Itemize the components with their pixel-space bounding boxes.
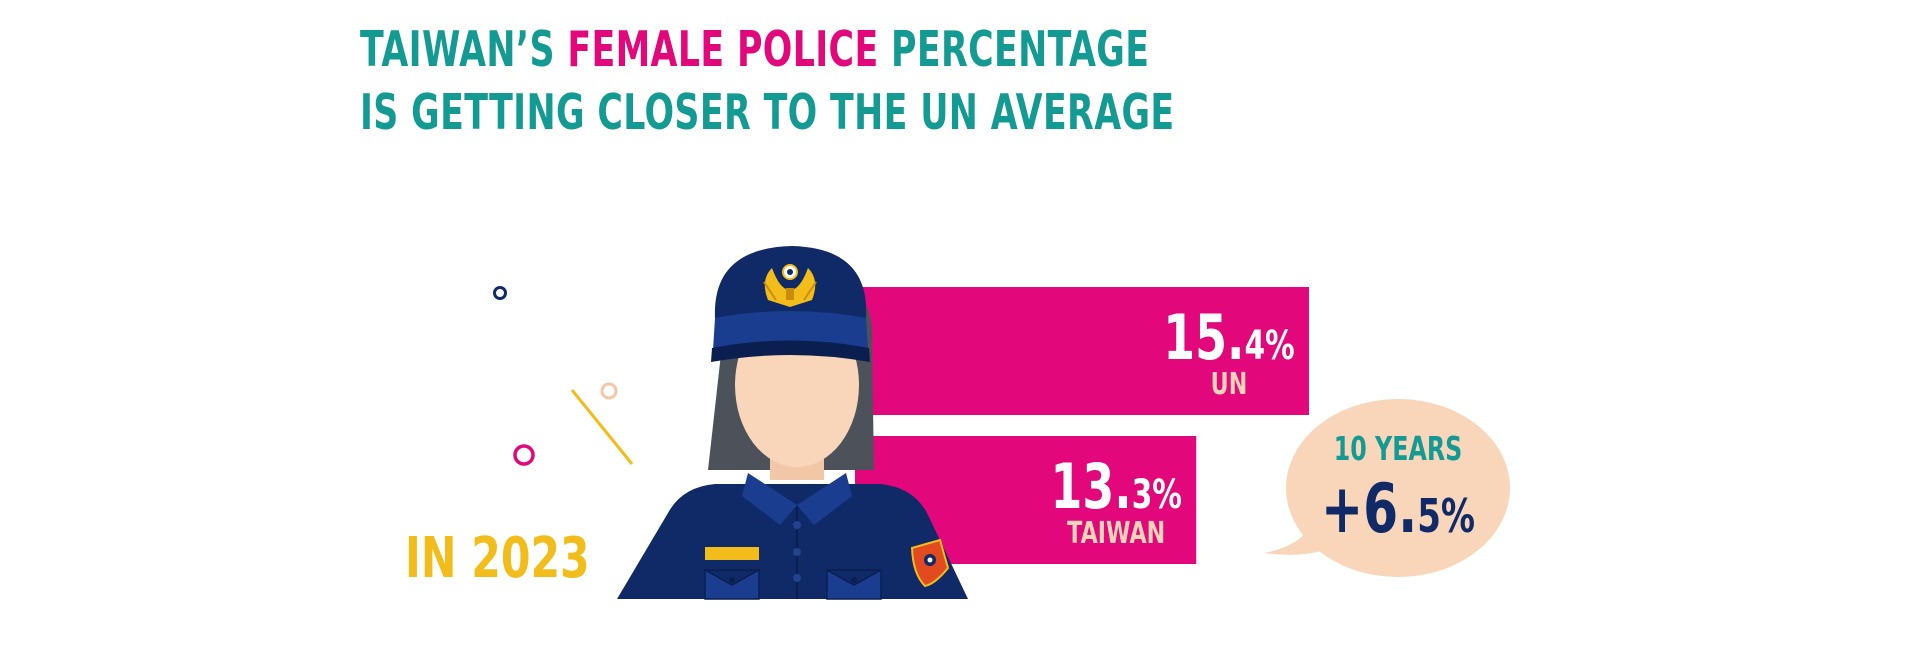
collar-right [797,473,852,525]
category-label-un: UN [1211,368,1248,402]
title-part-taiwans: TAIWAN’S [360,21,568,78]
category-label-taiwan: TAIWAN [1067,517,1165,551]
pocket-button-right [851,577,857,583]
title-part-percentage: PERCENTAGE [878,21,1150,78]
pocket-button-left [729,577,735,583]
decor-circle-pink [513,444,535,466]
ten-year-change-callout: 10 YEARS +6.5% [1264,399,1510,577]
title-line-1: TAIWAN’S FEMALE POLICE PERCENTAGE [360,18,1149,81]
callout-value-big: +6. [1321,469,1417,549]
decor-circle-peach [600,382,618,400]
value-label-taiwan: 13.3% [1050,450,1181,523]
callout-value: +6.5% [1321,469,1475,549]
female-police-officer-illustration [617,246,968,600]
button-3 [793,574,801,582]
police-cap-badge-icon [763,264,817,307]
cap-band [713,311,868,350]
button-2 [793,548,801,556]
bar-un [855,287,1309,415]
decor-line-yellow [570,389,634,465]
button-1 [793,521,801,529]
callout-bubble [1286,399,1510,577]
callout-label: 10 YEARS [1334,429,1463,468]
collar-left [742,473,797,525]
pocket-right [826,569,882,600]
pocket-left [704,569,760,600]
cap-brim [711,340,870,362]
name-plate [705,547,759,560]
cap-crown [714,246,867,318]
chart-title: TAIWAN’S FEMALE POLICE PERCENTAGE IS GET… [360,18,1260,144]
title-part-female-police: FEMALE POLICE [567,21,879,78]
callout-value-small: 5% [1417,489,1475,544]
year-label: IN 2023 [405,525,590,590]
shoulder-patch-icon [910,538,950,588]
uniform-body [617,484,968,599]
decor-circle-navy [493,286,507,300]
value-label-un: 15.4% [1163,301,1294,374]
